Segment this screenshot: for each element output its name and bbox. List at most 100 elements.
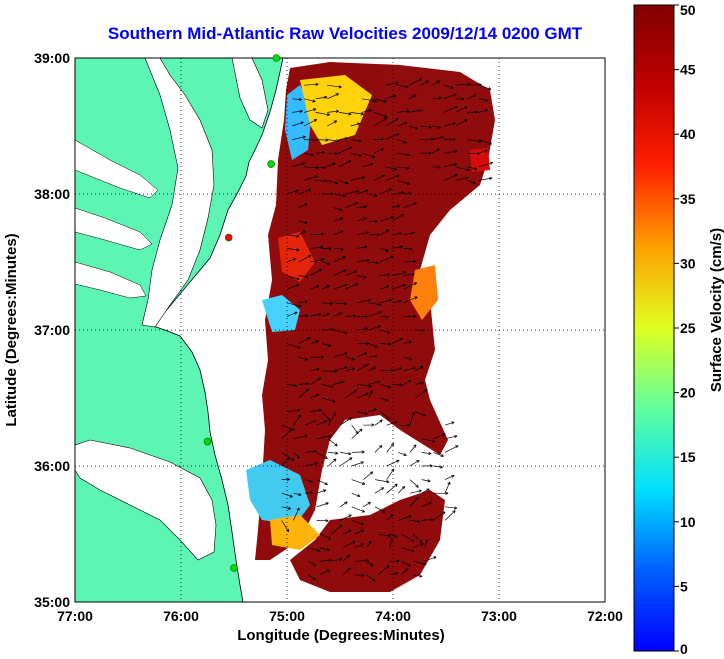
velocity-arrow [368,193,378,197]
velocity-arrow-head [329,301,333,305]
velocity-arrow [391,246,403,249]
velocity-arrow-head [386,272,391,277]
velocity-arrow [443,163,457,168]
velocity-arrow-head [374,219,378,223]
velocity-arrow [339,501,348,508]
velocity-arrow-head [333,458,337,462]
velocity-arrow-head [409,357,413,361]
velocity-arrow [293,414,302,426]
velocity-arrow-head [343,269,347,273]
velocity-arrow [356,206,367,208]
velocity-arrow [412,533,423,544]
velocity-arrow [333,366,348,372]
velocity-arrow-head [321,232,325,236]
velocity-arrow [316,502,329,508]
velocity-arrow-head [371,423,375,427]
y-tick-label: 37:00 [34,322,70,338]
velocity-arrow-head [358,153,362,157]
velocity-arrow-head [312,577,316,581]
velocity-arrow [415,389,428,399]
velocity-arrow-head [485,98,489,102]
velocity-arrow-head [354,283,359,287]
station-markers [203,54,281,572]
velocity-arrow-head [363,205,367,209]
velocity-arrow [286,343,301,349]
velocity-arrow-head [332,399,336,403]
velocity-arrow-head [418,108,422,112]
velocity-arrow [319,559,332,562]
velocity-arrow [467,139,482,142]
velocity-arrow [293,507,300,521]
velocity-arrow-head [344,283,348,287]
velocity-arrow-head [348,112,352,116]
velocity-arrow [421,479,431,482]
velocity-arrow [315,180,328,182]
velocity-arrow-head [324,455,328,459]
velocity-arrow-head [404,121,408,125]
velocity-arrow-head [368,540,372,544]
velocity-arrow-head [418,539,423,544]
velocity-arrow [298,301,308,304]
velocity-arrow-head [416,459,420,464]
velocity-arrow [308,547,321,552]
velocity-arrow [380,216,394,222]
velocity-arrow [345,368,355,372]
velocity-arrow [303,139,318,141]
velocity-arrow [339,452,352,455]
velocity-arrow-head [345,181,349,185]
velocity-arrow-head [364,314,368,319]
velocity-arrow [380,188,393,195]
velocity-arrow-head [297,345,301,349]
velocity-arrow-head [327,261,331,265]
velocity-arrow-head [400,213,405,217]
velocity-arrow-head [380,148,384,152]
velocity-arrow [310,285,320,290]
velocity-arrow-head [385,285,390,289]
velocity-arrow [373,98,387,103]
velocity-arrow [293,435,308,440]
velocity-arrow-head [344,501,348,505]
velocity-arrow [403,367,417,372]
velocity-arrow [298,230,307,236]
velocity-arrow [444,506,457,509]
velocity-arrow [281,424,295,431]
velocity-arrow-head [385,229,390,233]
velocity-arrow-head [454,434,458,439]
velocity-arrow [478,98,489,101]
velocity-arrow-head [301,162,305,166]
velocity-arrow-head [428,151,432,155]
colorbar [633,4,675,652]
velocity-arrow [421,519,434,521]
colorbar-tick-label: 20 [680,385,696,401]
velocity-arrow-head [466,168,470,172]
colorbar-tick-label: 45 [680,62,696,78]
velocity-arrow-head [324,95,328,100]
velocity-arrow-head [388,298,393,302]
velocity-arrow [433,452,444,457]
velocity-arrow-head [450,85,454,89]
velocity-arrow [333,230,344,236]
velocity-arrow-head [464,106,468,110]
velocity-arrow-head [313,119,318,123]
velocity-arrow [298,203,308,208]
velocity-arrow [310,340,319,344]
velocity-arrow [328,452,339,454]
velocity-arrow [351,428,363,440]
colorbar-tick-label: 40 [680,126,696,142]
velocity-arrow-head [305,382,309,386]
velocity-arrow [292,121,304,127]
velocity-arrow [403,202,417,208]
velocity-arrow [303,98,316,102]
velocity-arrow-head [424,538,429,543]
velocity-arrow [374,479,390,483]
velocity-low-central [262,295,300,332]
velocity-arrow [316,435,331,440]
velocity-arrow-head [454,105,458,109]
velocity-arrow [397,180,411,185]
velocity-arrow-head [418,78,422,82]
velocity-arrow-head [355,189,359,193]
velocity-arrow-head [370,563,374,567]
velocity-arrow-head [420,365,424,369]
velocity-arrow-head [417,519,421,524]
